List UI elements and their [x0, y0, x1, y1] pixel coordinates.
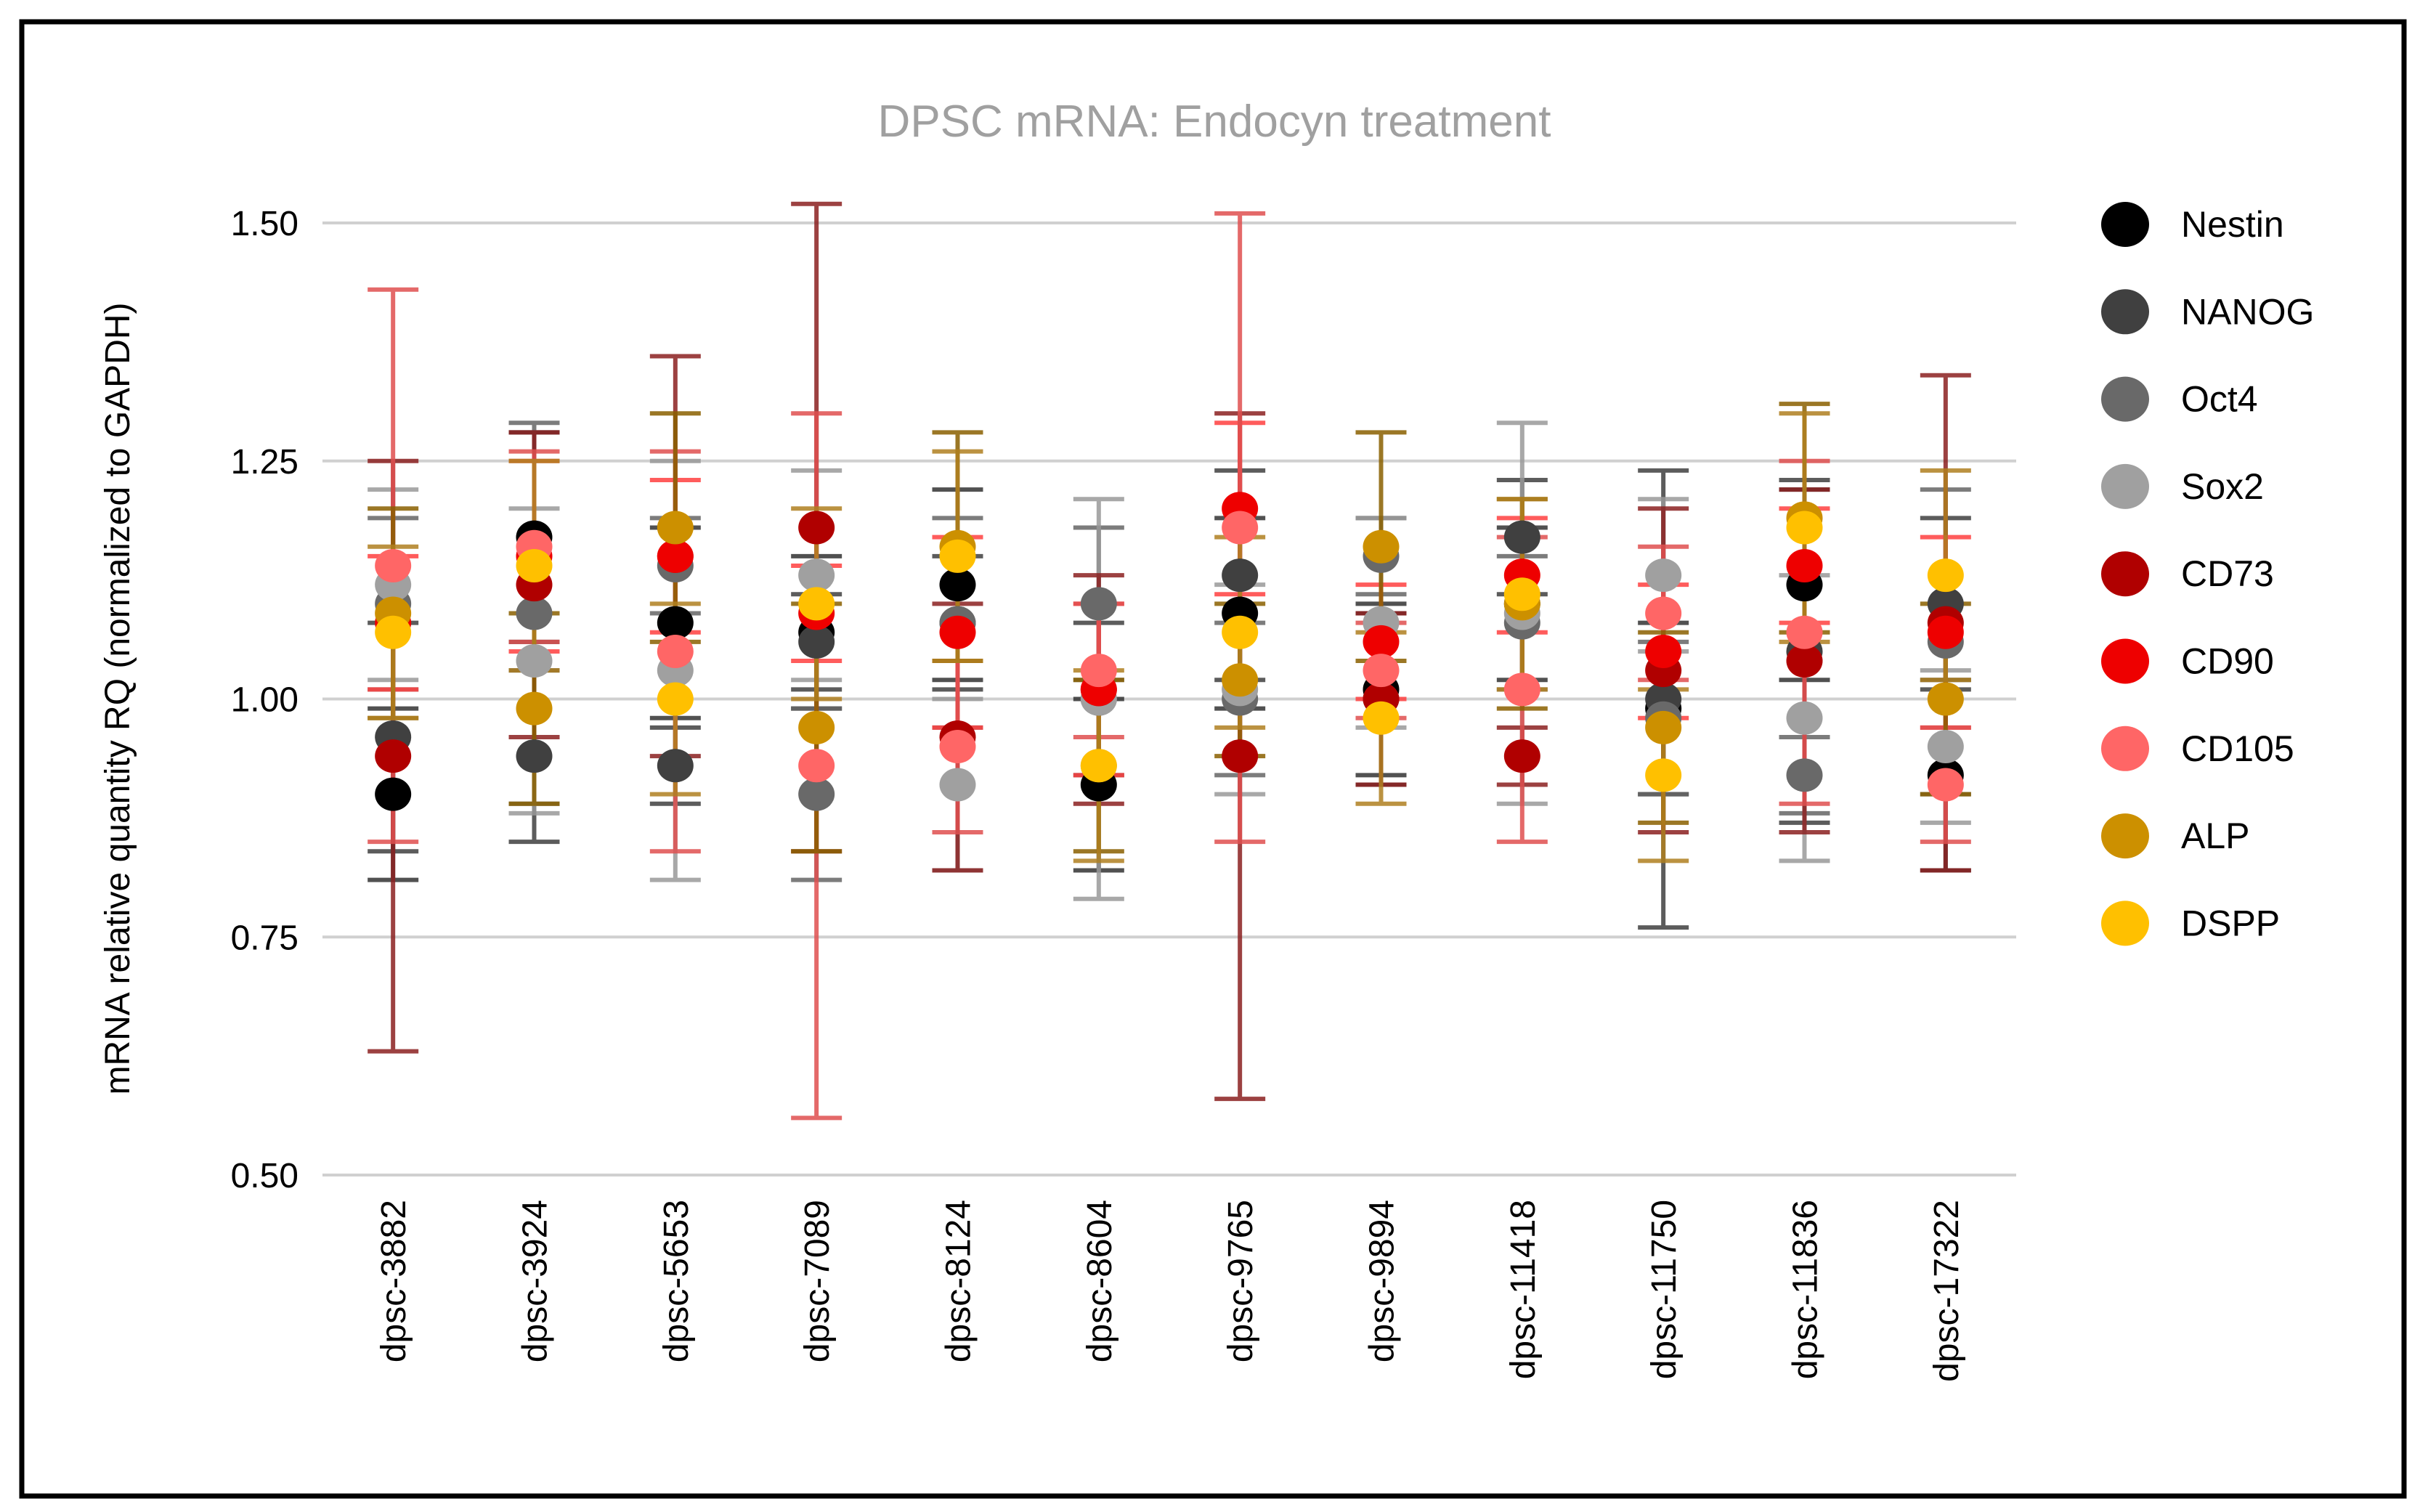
data-point-dspp [375, 615, 412, 649]
legend-label: CD90 [2181, 641, 2274, 682]
data-point-nanog [1503, 520, 1540, 554]
data-point-cd105 [1222, 511, 1259, 545]
x-tick-label: dpsc-8604 [1081, 1200, 1119, 1362]
x-tick-label: dpsc-11836 [1787, 1200, 1825, 1379]
data-point-cd90 [1363, 625, 1400, 659]
data-point-cd105 [1503, 672, 1540, 707]
x-tick-label: dpsc-17322 [1928, 1200, 1966, 1382]
legend-label: CD73 [2181, 553, 2274, 594]
legend-label: NANOG [2181, 291, 2314, 332]
data-point-alp [1927, 682, 1964, 716]
data-point-dspp [1645, 758, 1682, 792]
data-point-oct4 [1786, 758, 1823, 792]
data-point-cd105 [1786, 615, 1823, 649]
data-point-alp [1222, 663, 1259, 697]
x-tick-label: dpsc-5653 [657, 1200, 696, 1362]
legend-marker-cd73 [2101, 551, 2149, 597]
legend-marker-nanog [2101, 289, 2149, 335]
data-point-sox2 [1786, 701, 1823, 735]
data-point-dspp [1503, 577, 1540, 611]
data-point-oct4 [1080, 587, 1117, 621]
data-point-cd90 [1645, 634, 1682, 668]
data-point-dspp [1222, 615, 1259, 649]
y-tick-label: 1.25 [231, 443, 299, 481]
data-point-nestin [375, 777, 412, 811]
legend-label: CD105 [2181, 728, 2294, 769]
data-point-cd90 [1786, 548, 1823, 582]
data-point-dspp [516, 548, 553, 582]
data-point-sox2 [1645, 558, 1682, 593]
data-point-cd105 [375, 548, 412, 582]
data-point-nanog [798, 625, 835, 659]
legend-marker-oct4 [2101, 376, 2149, 422]
data-point-cd90 [939, 615, 976, 649]
x-tick-label: dpsc-8124 [940, 1200, 978, 1362]
x-tick-label: dpsc-11750 [1645, 1200, 1684, 1379]
data-point-nanog [516, 739, 553, 773]
data-point-dspp [657, 682, 694, 716]
data-point-alp [798, 710, 835, 744]
data-point-cd105 [1080, 654, 1117, 688]
data-point-dspp [1080, 749, 1117, 783]
data-point-cd73 [798, 511, 835, 545]
chart-frame [19, 19, 2407, 1499]
data-point-cd73 [1503, 739, 1540, 773]
data-point-nanog [1222, 558, 1259, 593]
data-point-dspp [939, 539, 976, 573]
data-point-cd105 [798, 749, 835, 783]
data-point-cd105 [1927, 768, 1964, 802]
legend-marker-cd105 [2101, 725, 2149, 771]
data-point-cd105 [1645, 596, 1682, 630]
data-point-nestin [939, 568, 976, 602]
data-point-sox2 [1927, 730, 1964, 764]
x-tick-label: dpsc-11418 [1504, 1200, 1543, 1379]
legend-label: Sox2 [2181, 466, 2264, 507]
legend-marker-dspp [2101, 901, 2149, 946]
data-point-oct4 [798, 777, 835, 811]
y-tick-label: 1.50 [231, 205, 299, 243]
data-point-sox2 [939, 768, 976, 802]
x-tick-label: dpsc-9894 [1363, 1200, 1402, 1362]
data-point-cd105 [939, 730, 976, 764]
data-point-cd73 [375, 739, 412, 773]
data-point-dspp [798, 587, 835, 621]
data-point-nanog [657, 749, 694, 783]
data-point-cd90 [1927, 615, 1964, 649]
legend-label: DSPP [2181, 903, 2280, 943]
data-point-cd105 [1363, 654, 1400, 688]
legend-marker-nestin [2101, 202, 2149, 247]
data-point-dspp [1363, 701, 1400, 735]
legend-marker-alp [2101, 813, 2149, 859]
legend-marker-cd90 [2101, 638, 2149, 684]
x-tick-label: dpsc-7089 [798, 1200, 837, 1362]
legend-label: Nestin [2181, 204, 2284, 245]
data-point-alp [1363, 529, 1400, 564]
data-point-alp [1645, 710, 1682, 744]
data-point-dspp [1927, 558, 1964, 593]
data-point-sox2 [798, 558, 835, 593]
data-point-cd90 [657, 539, 694, 573]
data-point-sox2 [516, 644, 553, 678]
x-tick-label: dpsc-3924 [516, 1200, 555, 1362]
y-axis-label: mRNA relative quantity RQ (normalized to… [99, 302, 137, 1094]
legend-label: ALP [2181, 816, 2250, 856]
x-tick-label: dpsc-9765 [1222, 1200, 1260, 1362]
data-point-cd105 [657, 634, 694, 668]
data-point-nestin [657, 606, 694, 640]
chart-title: DPSC mRNA: Endocyn treatment [878, 97, 1551, 147]
y-tick-label: 1.00 [231, 681, 299, 720]
data-point-alp [516, 691, 553, 725]
legend-marker-sox2 [2101, 463, 2149, 509]
data-point-cd73 [1786, 644, 1823, 678]
data-point-alp [657, 511, 694, 545]
y-tick-label: 0.50 [231, 1157, 299, 1195]
data-point-oct4 [516, 596, 553, 630]
legend-label: Oct4 [2181, 379, 2258, 420]
data-point-dspp [1786, 511, 1823, 545]
x-tick-label: dpsc-3882 [375, 1200, 413, 1362]
y-tick-label: 0.75 [231, 919, 299, 957]
data-point-cd73 [1222, 739, 1259, 773]
